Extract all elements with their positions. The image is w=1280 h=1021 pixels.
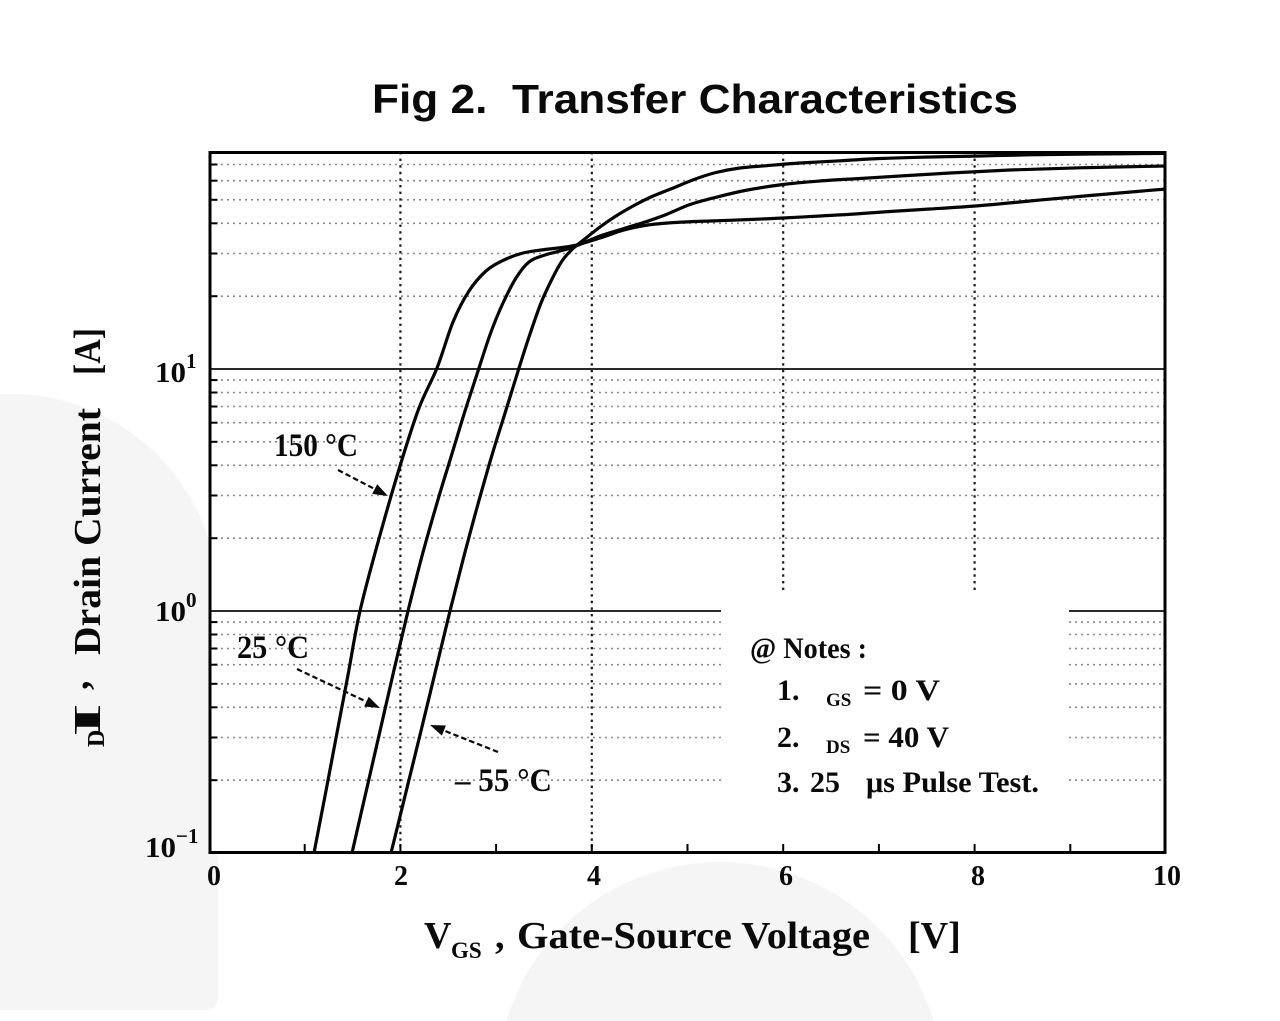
svg-text:@ Notes :: @ Notes : [750,632,867,665]
svg-text:0: 0 [207,861,221,892]
svg-text:μs Pulse Test.: μs Pulse Test. [866,766,1039,799]
svg-text:DS: DS [826,737,850,758]
svg-text:4: 4 [587,861,601,892]
svg-text:Fig 2. Transfer Characteristi: Fig 2. Transfer Characteristics [372,76,1018,122]
svg-text:25: 25 [810,766,840,799]
svg-text:= 0 V: = 0 V [863,674,940,707]
svg-text:150 °C: 150 °C [274,428,358,464]
svg-text:ID,Drain Current[A]: ID,Drain Current[A] [55,328,110,747]
svg-text:25 °C: 25 °C [237,630,309,666]
svg-text:2.: 2. [777,721,800,754]
svg-text:= 40 V: = 40 V [863,721,949,754]
svg-text:V: V [424,915,452,957]
svg-text:8: 8 [971,861,985,892]
svg-text:3.: 3. [777,766,800,799]
svg-text:10: 10 [155,597,186,628]
svg-text:−1: −1 [176,824,198,848]
svg-text:[V]: [V] [908,915,961,957]
svg-text:GS: GS [826,690,851,711]
svg-text:,: , [495,915,505,957]
svg-text:– 55 °C: – 55 °C [454,763,552,799]
svg-text:10: 10 [1153,861,1181,892]
svg-text:0: 0 [186,588,197,612]
svg-text:1.: 1. [777,674,800,707]
svg-text:10: 10 [155,358,186,389]
svg-text:Gate-Source Voltage: Gate-Source Voltage [517,915,870,957]
svg-text:2: 2 [394,861,408,892]
svg-text:GS: GS [451,938,482,963]
svg-text:1: 1 [186,349,197,373]
svg-text:10: 10 [145,833,176,864]
svg-text:6: 6 [779,861,793,892]
